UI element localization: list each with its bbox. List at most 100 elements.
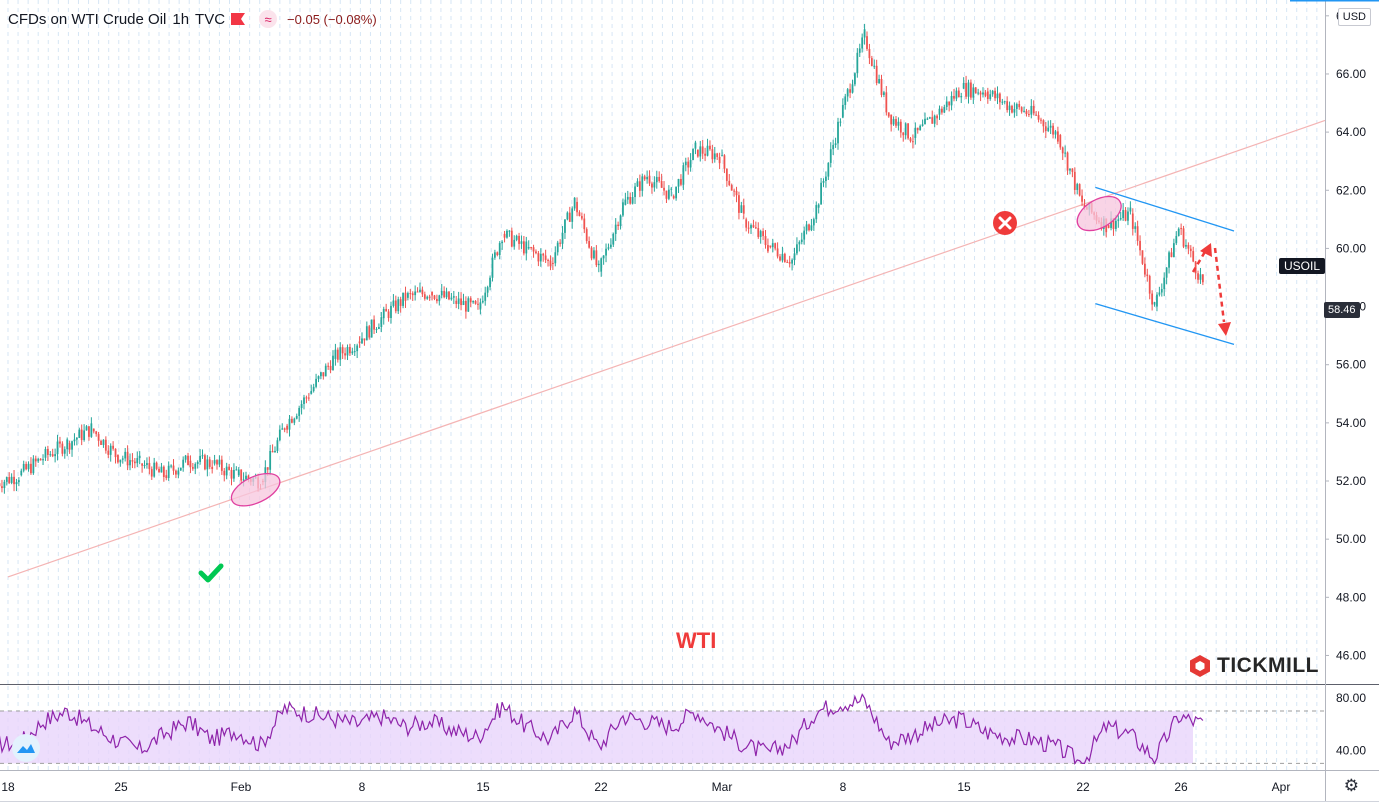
tradingview-icon[interactable] <box>12 734 40 762</box>
candle-body <box>167 465 170 479</box>
candle-body <box>22 463 25 471</box>
candle-body <box>875 65 878 84</box>
candle-body <box>636 181 639 187</box>
candle-body <box>788 262 791 264</box>
gear-icon[interactable]: ⚙ <box>1343 776 1359 795</box>
candle-body <box>658 176 661 181</box>
candle-body <box>1052 125 1054 135</box>
candle-body <box>593 250 595 259</box>
currency-button[interactable]: USD <box>1337 8 1371 26</box>
descending-channel[interactable] <box>1095 186 1235 345</box>
candle-body <box>380 317 383 328</box>
time-tick-label: 18 <box>1 780 15 794</box>
candle-body <box>950 95 953 106</box>
candle-body <box>694 142 697 149</box>
candle-body <box>919 125 922 131</box>
candle-body <box>1153 302 1156 305</box>
candle-body <box>407 293 409 298</box>
candle-body <box>585 229 588 242</box>
candle-body <box>885 92 888 113</box>
candle-body <box>90 423 93 437</box>
candle-body <box>965 83 967 97</box>
candle-body <box>781 253 784 261</box>
candle-body <box>153 462 156 477</box>
candle-body <box>1143 263 1146 275</box>
candle-body <box>1081 195 1083 202</box>
candle-body <box>208 459 211 467</box>
interval-label[interactable]: 1h <box>172 10 190 28</box>
candle-body <box>518 235 520 244</box>
candle-body <box>78 429 81 438</box>
candle-body <box>1008 105 1011 111</box>
candle-body <box>687 161 690 168</box>
candle-body <box>286 425 288 430</box>
candle-body <box>346 346 349 356</box>
candle-body <box>445 291 448 298</box>
candle-body <box>162 466 165 477</box>
candle-body <box>402 292 404 306</box>
candle-body <box>390 305 392 319</box>
candle-body <box>699 146 702 157</box>
candle-body <box>1003 101 1006 103</box>
candle-body <box>1073 171 1076 190</box>
candle-body <box>986 91 989 100</box>
candle-body <box>938 108 941 115</box>
candle-body <box>80 429 83 441</box>
candle-body <box>334 349 337 359</box>
candle-body <box>808 224 810 231</box>
trendline[interactable] <box>7 119 1326 578</box>
candle-body <box>924 118 926 125</box>
candle-body <box>810 225 813 231</box>
candle-body <box>237 469 240 476</box>
candle-body <box>233 469 235 479</box>
candle-body <box>849 89 851 93</box>
price-tick-label: 52.00 <box>1336 474 1366 488</box>
candle-body <box>890 114 893 125</box>
brand-name: TICKMILL <box>1217 654 1319 677</box>
candle-body <box>204 455 206 470</box>
symbol-name[interactable]: CFDs on WTI Crude Oil <box>8 10 167 28</box>
candle-body <box>989 94 992 100</box>
candle-body <box>182 459 185 468</box>
candle-body <box>42 459 44 461</box>
candle-body <box>612 233 615 245</box>
candle-body <box>622 202 624 216</box>
candle-body <box>897 121 900 126</box>
approx-icon[interactable]: ≈ <box>259 10 278 28</box>
candle-body <box>1037 115 1040 120</box>
candle-body <box>578 212 581 217</box>
candle-body <box>812 219 815 226</box>
candle-body <box>305 397 308 399</box>
up-arrow-line <box>1191 249 1208 273</box>
candle-body <box>873 65 876 67</box>
candle-body <box>310 390 313 394</box>
price-tick-label: 66.00 <box>1336 67 1366 81</box>
candle-body <box>1117 219 1120 221</box>
candle-body <box>716 153 719 157</box>
candle-body <box>740 205 743 213</box>
candle-body <box>820 182 822 205</box>
candle-body <box>878 78 880 84</box>
time-tick-label: Feb <box>231 780 252 794</box>
candle-body <box>220 459 223 471</box>
candle-body <box>825 176 827 181</box>
candle-body <box>493 252 496 258</box>
candle-body <box>907 123 909 139</box>
candle-body <box>1119 218 1122 220</box>
candle-body <box>148 463 151 470</box>
candle-body <box>39 458 42 461</box>
candle-body <box>530 247 533 249</box>
candle-body <box>307 397 310 399</box>
candle-body <box>1013 108 1016 113</box>
candle-body <box>216 460 218 465</box>
candle-body <box>136 458 139 464</box>
candle-body <box>1018 104 1021 108</box>
flag-icon[interactable] <box>231 13 246 25</box>
candle-body <box>32 458 35 474</box>
candle-body <box>235 469 238 471</box>
candle-body <box>863 29 866 38</box>
candle-body <box>994 90 996 99</box>
candle-body <box>274 450 276 453</box>
candle-body <box>568 212 571 222</box>
candle-body <box>564 219 566 233</box>
